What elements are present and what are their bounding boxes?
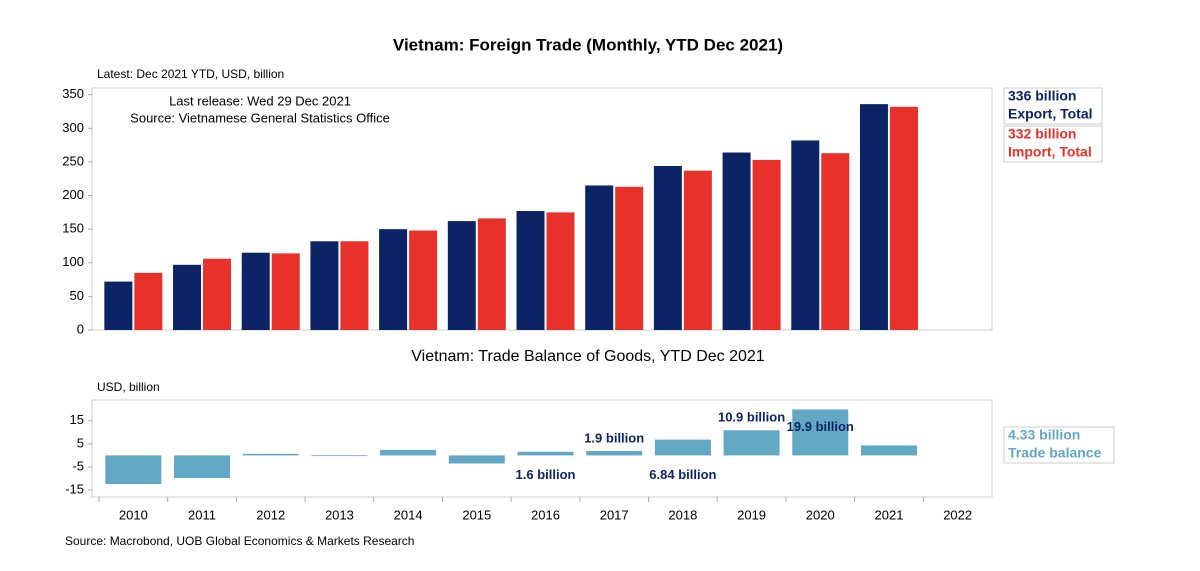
y-tick-label: 0 xyxy=(77,321,84,336)
y-tick-label: 15 xyxy=(70,412,84,427)
y-tick-label: 150 xyxy=(62,221,84,236)
x-tick-label: 2012 xyxy=(256,507,285,522)
bar xyxy=(791,140,820,330)
legend-value: 4.33 billion xyxy=(1008,427,1080,443)
data-label: 1.9 billion xyxy=(584,430,644,445)
bar xyxy=(241,252,270,330)
data-label: 1.6 billion xyxy=(516,467,576,482)
bar xyxy=(174,455,231,479)
y-tick-label: -15 xyxy=(65,482,84,497)
legend-value: 336 billion xyxy=(1008,88,1076,104)
bar xyxy=(546,212,575,330)
bar xyxy=(585,185,614,330)
bar xyxy=(859,104,888,330)
bar xyxy=(653,165,682,330)
bar xyxy=(683,170,712,330)
legend-box xyxy=(1003,125,1103,163)
bar xyxy=(203,258,232,330)
y-tick-label: 200 xyxy=(62,187,84,202)
y-tick-label: 350 xyxy=(62,86,84,101)
bar xyxy=(379,229,408,330)
legend-box xyxy=(1003,87,1103,125)
y-tick-label: -5 xyxy=(72,458,84,473)
bar xyxy=(615,186,644,330)
bar xyxy=(722,152,751,330)
x-tick-label: 2018 xyxy=(668,507,697,522)
y-tick-label: 5 xyxy=(77,435,84,450)
bar xyxy=(311,455,368,457)
x-tick-label: 2020 xyxy=(806,507,835,522)
x-tick-label: 2014 xyxy=(394,507,423,522)
data-label: 6.84 billion xyxy=(649,467,716,482)
x-tick-label: 2021 xyxy=(875,507,904,522)
legend-value: 332 billion xyxy=(1008,126,1076,142)
legend-label: Trade balance xyxy=(1008,445,1102,461)
bar xyxy=(310,241,339,330)
bar xyxy=(654,439,711,456)
x-tick-label: 2022 xyxy=(943,507,972,522)
chart-title: Vietnam: Trade Balance of Goods, YTD Dec… xyxy=(411,348,764,365)
bar xyxy=(173,264,202,330)
annotation: Source: Vietnamese General Statistics Of… xyxy=(130,110,390,125)
bar xyxy=(821,153,850,330)
x-tick-label: 2010 xyxy=(119,507,148,522)
legend-label: Export, Total xyxy=(1008,106,1093,122)
bar xyxy=(723,430,780,456)
bar xyxy=(752,159,781,330)
bar xyxy=(586,451,643,456)
annotation: Last release: Wed 29 Dec 2021 xyxy=(169,93,351,108)
bar xyxy=(448,455,505,464)
legend-box xyxy=(1003,426,1115,464)
bar xyxy=(517,451,574,456)
bar xyxy=(134,272,163,330)
bar xyxy=(447,221,476,330)
bar xyxy=(271,253,300,330)
legend-label: Import, Total xyxy=(1008,144,1092,160)
x-tick-label: 2017 xyxy=(600,507,629,522)
x-tick-label: 2015 xyxy=(462,507,491,522)
y-tick-label: 300 xyxy=(62,120,84,135)
chart-title: Vietnam: Foreign Trade (Monthly, YTD Dec… xyxy=(393,35,783,54)
source: Source: Macrobond, UOB Global Economics … xyxy=(65,534,414,548)
bar xyxy=(516,211,545,330)
plot-area xyxy=(91,399,993,498)
x-tick-label: 2019 xyxy=(737,507,766,522)
subtitle: USD, billion xyxy=(97,380,160,394)
bar xyxy=(104,281,133,330)
bar xyxy=(409,230,438,330)
bar xyxy=(792,409,849,456)
bar xyxy=(340,241,369,330)
y-tick-label: 250 xyxy=(62,153,84,168)
data-label: 10.9 billion xyxy=(718,410,785,425)
bar xyxy=(860,445,917,456)
bar xyxy=(889,106,918,330)
x-tick-label: 2011 xyxy=(188,507,216,522)
x-tick-label: 2016 xyxy=(531,507,560,522)
bar xyxy=(380,449,437,456)
x-tick-label: 2013 xyxy=(325,507,354,522)
data-label: 19.9 billion xyxy=(787,419,854,434)
bar xyxy=(242,453,299,456)
bar xyxy=(105,455,162,485)
bar xyxy=(477,218,506,330)
y-tick-label: 100 xyxy=(62,254,84,269)
subtitle: Latest: Dec 2021 YTD, USD, billion xyxy=(97,67,284,81)
y-tick-label: 50 xyxy=(70,288,84,303)
